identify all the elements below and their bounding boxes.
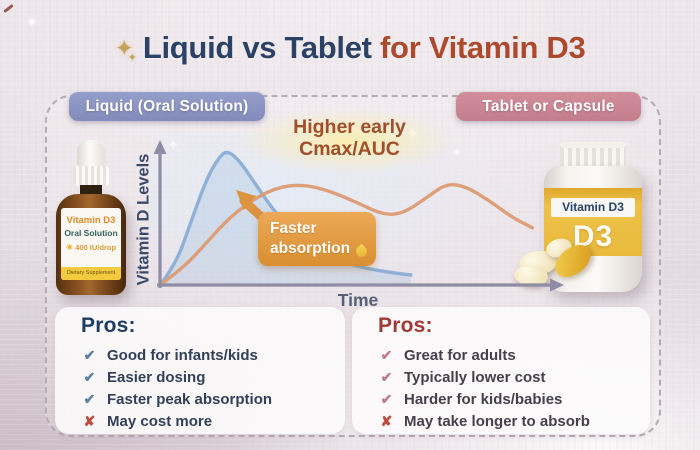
gold-sparkle-small-icon: ✦ [127,51,137,64]
check-icon: ✔ [380,347,393,363]
tablet-pros-panel: Pros: ✔ Great for adults ✔ Typically lower… [352,307,650,434]
sun-icon: ☀ [65,243,74,252]
faster-absorption-callout: Faster absorption [258,212,376,266]
faster-line1: Faster [270,220,317,237]
higher-cmax-annotation: Higher early Cmax/AUC [262,116,437,160]
liquid-label-footer: Dietary Supplement [61,267,121,280]
check-icon: ✔ [380,369,393,385]
y-axis-label: Vitamin D Levels [134,153,153,286]
liquid-bottle-label: Vitamin D3 Oral Solution ☀ 400 IU/drop D… [61,208,121,280]
list-item: ✔ Good for infants/kids [81,344,345,366]
check-icon: ✔ [83,391,96,407]
liquid-badge: Liquid (Oral Solution) [69,92,265,121]
liquid-bottle-illustration: Vitamin D3 Oral Solution ☀ 400 IU/drop D… [56,140,126,295]
gold-sparkle-icon: ✦ ✦ [114,34,137,64]
dropper-bulb [77,140,105,168]
tablet-badge: Tablet or Capsule [456,92,641,121]
title-text: Liquid vs Tablet for Vitamin D3 [143,30,586,66]
liquid-label-subtitle: Oral Solution [64,228,118,238]
title-accent: for Vitamin D3 [371,30,586,65]
liquid-pros-panel: Pros: ✔ Good for infants/kids ✔ Easier dos… [55,307,345,434]
list-item: ✔ Great for adults [378,344,650,366]
check-icon: ✔ [83,347,96,363]
dropper-collar [73,166,109,186]
tablet-pros-heading: Pros: [378,314,433,337]
liquid-pros-heading: Pros: [81,314,136,337]
cross-icon: ✘ [380,413,393,429]
list-item: ✔ Faster peak absorption [81,388,345,410]
liquid-label-title: Vitamin D3 [66,215,116,226]
corner-thread-mark [3,3,14,14]
cross-icon: ✘ [83,413,96,429]
sparkle-icon: ✦ [26,14,38,30]
list-item: ✘ May cost more [81,410,345,432]
tablet-pros-list: ✔ Great for adults ✔ Typically lower cost … [378,344,650,432]
title-main: Liquid vs Tablet [142,30,372,65]
bottle-cap-top [560,142,626,148]
list-item: ✔ Easier dosing [81,366,345,388]
higher-cmax-line1: Higher early [293,116,406,138]
tablet-label-title: Vitamin D3 [551,198,635,217]
list-item: ✘ May take longer to absorb [378,410,650,432]
higher-cmax-line2: Cmax/AUC [299,138,400,161]
tablet-bottle-label: Vitamin D3 D3 [544,188,642,256]
page-title: ✦ ✦ Liquid vs Tablet for Vitamin D3 [0,30,700,66]
liquid-pros-list: ✔ Good for infants/kids ✔ Easier dosing ✔ F… [81,344,345,432]
liquid-label-dose: ☀ 400 IU/drop [65,243,117,252]
list-item: ✔ Typically lower cost [378,366,650,388]
check-icon: ✔ [83,369,96,385]
check-icon: ✔ [380,391,393,407]
list-item: ✔ Harder for kids/babies [378,388,650,410]
x-axis-label: Time [337,290,379,310]
